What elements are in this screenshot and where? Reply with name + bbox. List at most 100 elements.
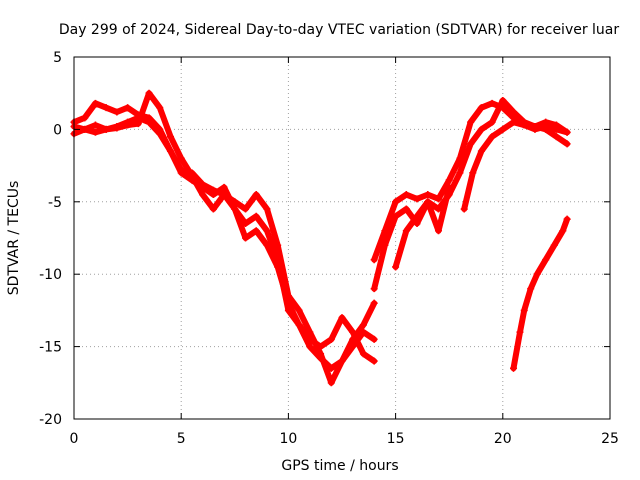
series-track-6 [392,183,453,271]
tick-layer: 0 5 10 15 20 25 5 0 -5 -10 -15 -20 [39,50,619,447]
data-point [306,328,314,336]
data-point [563,215,571,223]
data-point [413,195,421,203]
data-point [370,357,378,365]
data-point [550,241,558,249]
data-point [91,128,99,136]
data-point [220,183,228,191]
data-point [242,205,250,213]
data-point [424,198,432,206]
data-point [488,133,496,141]
data-point [370,299,378,307]
data-point [542,256,550,264]
y-tick-label: -10 [39,267,62,283]
data-point [188,172,196,180]
data-point [349,335,357,343]
data-point [263,227,271,235]
data-point [145,118,153,126]
data-point [156,104,164,112]
data-point [124,121,132,129]
data-point [295,321,303,329]
data-point [552,133,560,141]
x-tick-label: 20 [494,431,512,447]
grid-layer [74,57,610,419]
data-point [499,96,507,104]
y-axis-label: SDTVAR / TECUs [6,181,22,296]
data-point [559,227,567,235]
data-point [488,99,496,107]
data-point [359,321,367,329]
data-point [274,241,282,249]
data-point [102,125,110,133]
data-point [231,198,239,206]
data-point [516,328,524,336]
data-point [199,191,207,199]
data-point [166,133,174,141]
data-point [166,147,174,155]
data-point [284,292,292,300]
data-point [402,227,410,235]
x-tick-label: 10 [279,431,297,447]
data-point [488,118,496,126]
data-point [220,191,228,199]
series-line [392,184,453,270]
data-point [263,241,271,249]
data-point [338,357,346,365]
data-point [527,285,535,293]
series-track-8 [510,215,571,372]
data-point [531,125,539,133]
data-point [113,108,121,116]
data-point [510,364,518,372]
data-point [413,212,421,220]
y-tick-label: -15 [39,340,62,356]
y-tick-label: 0 [53,122,62,138]
x-axis-label: GPS time / hours [281,458,398,474]
data-point [563,140,571,148]
data-point [392,198,400,206]
data-point [467,140,475,148]
data-point [177,166,185,174]
data-point [359,350,367,358]
data-point [145,89,153,97]
data-point [199,180,207,188]
data-point [177,154,185,162]
data-point [263,205,271,213]
data-point [445,176,453,184]
series-track-1 [70,99,378,365]
data-point [381,241,389,249]
data-point [102,104,110,112]
series-layer [70,89,571,387]
data-point [338,314,346,322]
y-tick-label: -5 [48,195,62,211]
data-point [306,343,314,351]
data-point [295,306,303,314]
data-point [209,205,217,213]
x-tick-label: 5 [177,431,186,447]
data-point [533,270,541,278]
data-point [113,124,121,132]
data-point [252,212,260,220]
data-point [460,205,468,213]
data-point [499,125,507,133]
x-tick-label: 0 [70,431,79,447]
data-point [392,263,400,271]
data-point [370,256,378,264]
series-line [71,114,378,372]
data-point [456,169,464,177]
data-point [124,104,132,112]
data-point [424,191,432,199]
y-tick-label: 5 [53,50,62,66]
data-point [477,125,485,133]
series-track-7 [460,118,571,213]
data-point [392,212,400,220]
x-tick-label: 15 [387,431,405,447]
data-point [510,118,518,126]
series-line [71,100,378,365]
data-point [510,108,518,116]
chart-title: Day 299 of 2024, Sidereal Day-to-day VTE… [59,22,620,38]
data-point [477,104,485,112]
data-point [542,123,550,131]
data-point [477,147,485,155]
data-point [91,99,99,107]
